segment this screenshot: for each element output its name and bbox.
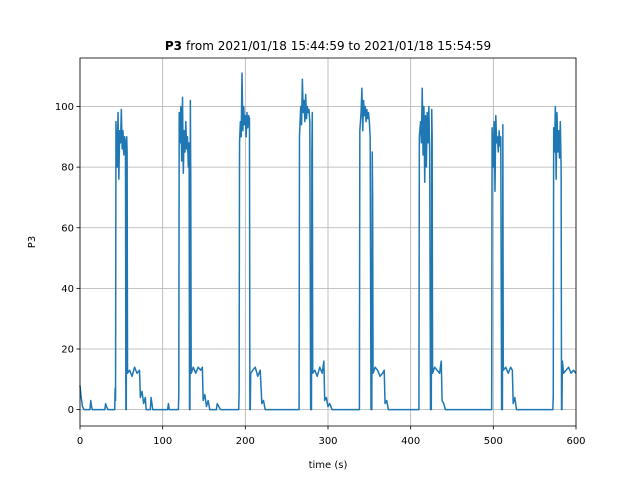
x-tick-label: 0: [77, 436, 83, 447]
data-line: [79, 72, 577, 411]
x-tick-label: 100: [153, 436, 172, 447]
y-tick-label: 80: [61, 163, 74, 174]
x-tick-label: 600: [566, 436, 585, 447]
title-rest: from 2021/01/18 15:44:59 to 2021/01/18 1…: [186, 39, 491, 53]
x-tick-label: 200: [236, 436, 255, 447]
title-bold: P3: [165, 39, 182, 53]
x-axis-label: time (s): [309, 460, 348, 471]
y-tick-label: 20: [61, 345, 74, 356]
x-tick-label: 500: [484, 436, 503, 447]
x-tick-label: 400: [401, 436, 420, 447]
y-tick-label: 100: [55, 102, 74, 113]
y-axis-label: P3: [27, 236, 38, 248]
x-tick-label: 300: [318, 436, 337, 447]
chart-title: P3 from 2021/01/18 15:44:59 to 2021/01/18…: [165, 39, 491, 53]
plot-frame: [79, 57, 577, 427]
y-tick-label: 0: [68, 405, 74, 416]
y-tick-label: 40: [61, 284, 74, 295]
y-tick-label: 60: [61, 223, 74, 234]
